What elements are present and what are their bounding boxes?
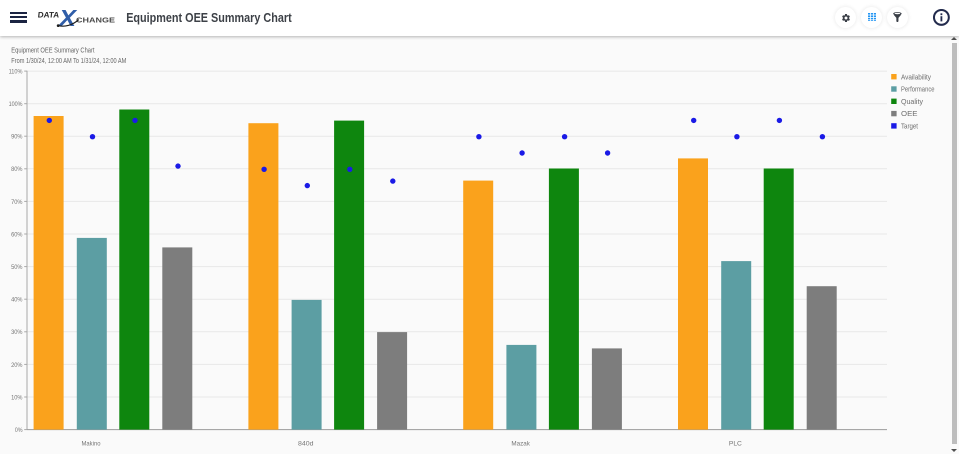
svg-text:Equipment OEE Summary Chart: Equipment OEE Summary Chart <box>126 10 292 25</box>
svg-text:Makino: Makino <box>82 440 101 447</box>
svg-text:50%: 50% <box>11 264 22 271</box>
svg-text:70%: 70% <box>11 199 22 206</box>
svg-text:90%: 90% <box>11 134 22 141</box>
svg-text:CHANGE: CHANGE <box>76 16 115 25</box>
svg-text:840d: 840d <box>298 440 314 447</box>
svg-text:Availability: Availability <box>901 73 931 81</box>
svg-text:Equipment OEE Summary Chart: Equipment OEE Summary Chart <box>11 47 94 54</box>
svg-text:PLC: PLC <box>729 440 742 447</box>
svg-text:OEE: OEE <box>901 110 918 118</box>
svg-text:30%: 30% <box>11 329 22 336</box>
svg-text:60%: 60% <box>11 231 22 238</box>
svg-text:DATA: DATA <box>37 11 60 20</box>
svg-text:Quality: Quality <box>901 98 923 106</box>
svg-text:110%: 110% <box>9 69 23 76</box>
svg-text:0%: 0% <box>15 427 23 434</box>
svg-text:80%: 80% <box>11 166 22 173</box>
svg-text:40%: 40% <box>11 297 22 304</box>
svg-text:From 1/30/24, 12:00 AM To 1/31: From 1/30/24, 12:00 AM To 1/31/24, 12:00… <box>11 58 126 65</box>
svg-text:20%: 20% <box>11 362 22 369</box>
svg-text:Mazak: Mazak <box>511 440 530 447</box>
svg-text:Performance: Performance <box>901 86 935 94</box>
svg-text:100%: 100% <box>9 101 23 108</box>
svg-text:Target: Target <box>901 123 918 131</box>
svg-text:10%: 10% <box>11 394 22 401</box>
